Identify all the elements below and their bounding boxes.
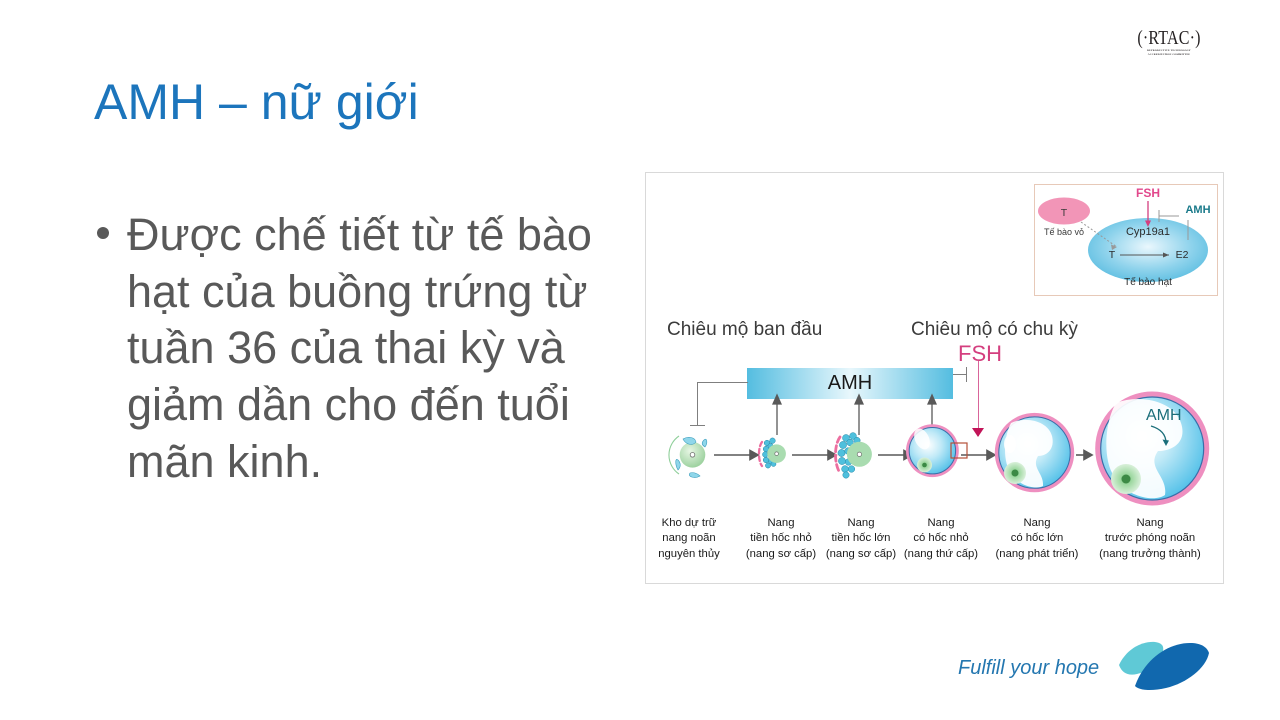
svg-text:AMH: AMH <box>1146 407 1182 424</box>
